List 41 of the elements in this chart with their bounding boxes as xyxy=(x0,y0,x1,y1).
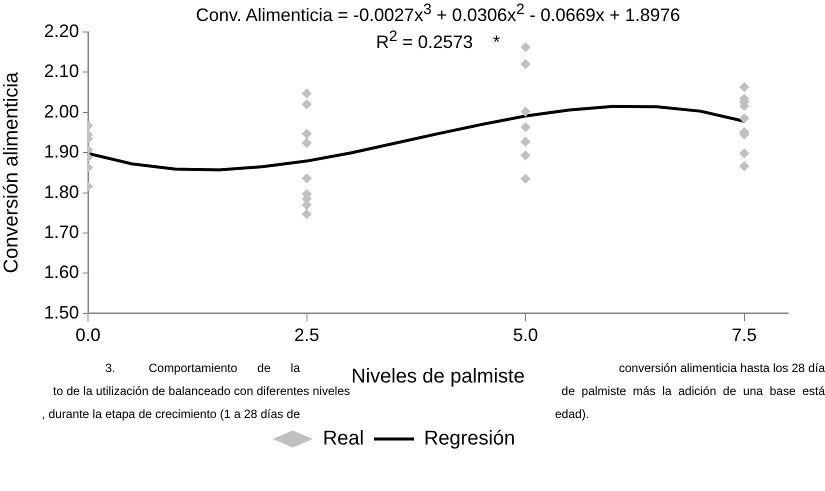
point xyxy=(302,138,312,148)
point xyxy=(520,150,530,160)
point xyxy=(520,106,530,117)
legend-label: Real xyxy=(322,428,364,450)
x-tick-label: 0.0 xyxy=(75,325,101,346)
text: , durante la etapa de crecimiento (1 a 28 días de xyxy=(42,407,300,421)
text: edad). xyxy=(555,407,590,421)
point xyxy=(739,82,750,92)
point xyxy=(302,88,312,99)
x-tick-label: 5.0 xyxy=(512,325,538,346)
x-tick-label: 2.5 xyxy=(294,325,320,346)
text: to de la utilización de balanceado con diferentes niveles xyxy=(53,384,350,398)
chart-subtitle: R$^{2}$ = 0.2573 * xyxy=(375,28,501,53)
point xyxy=(520,122,530,132)
y-tick-label: 1.70 xyxy=(44,222,79,242)
point xyxy=(520,174,530,184)
y-tick-label: 1.90 xyxy=(44,142,79,162)
point xyxy=(302,209,312,220)
point xyxy=(302,128,312,139)
point xyxy=(302,173,312,184)
legend-label: Regresión xyxy=(424,428,516,450)
point xyxy=(302,99,312,110)
x-tick-label: 7.5 xyxy=(732,325,757,346)
point xyxy=(739,113,750,124)
y-tick-label: 1.50 xyxy=(44,302,79,322)
text: 3. Comportamiento de la xyxy=(104,361,300,375)
y-tick-label: 2.20 xyxy=(44,20,79,41)
y-axis-title: Conversión alimenticia xyxy=(0,71,23,274)
y-tick-label: 1.60 xyxy=(44,262,79,282)
y-tick-label: 2.10 xyxy=(44,61,79,82)
point xyxy=(520,136,530,147)
point xyxy=(739,161,750,172)
y-tick-label: 2.00 xyxy=(44,101,79,122)
text: de palmiste más la adición de una base está xyxy=(562,384,825,398)
y-tick-label: 1.80 xyxy=(44,182,79,202)
point xyxy=(739,148,750,158)
text: conversión alimenticia hasta los 28 día xyxy=(618,361,825,375)
x-axis-title: Niveles de palmiste xyxy=(351,366,525,388)
chart-title: Conv. Alimenticia = -0.0027x$^{3}$ + 0.0306x$^{2}$ - 0.0669x + 1.8976 xyxy=(194,1,682,26)
point xyxy=(520,59,530,70)
point xyxy=(520,42,530,52)
